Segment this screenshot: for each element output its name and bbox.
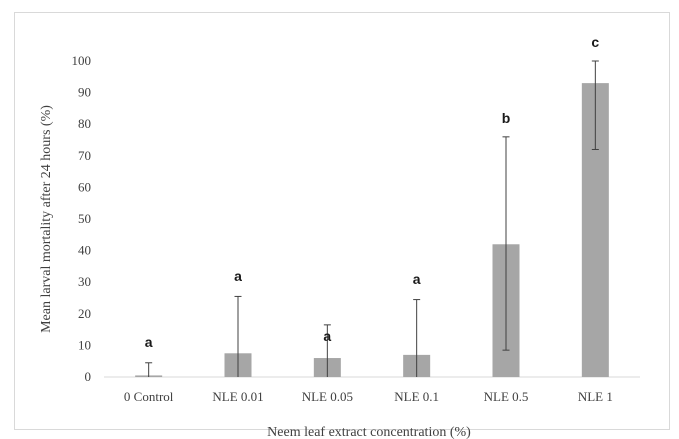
x-tick-label: NLE 0.1 xyxy=(394,389,439,404)
x-tick-label: NLE 0.05 xyxy=(302,389,353,404)
significance-label: a xyxy=(234,268,242,284)
y-tick-label: 50 xyxy=(78,211,91,226)
y-tick-labels: 0 10 20 30 40 50 60 70 80 90 100 xyxy=(72,53,92,384)
y-tick-label: 100 xyxy=(72,53,92,68)
y-tick-label: 30 xyxy=(78,274,91,289)
x-tick-labels: 0 Control NLE 0.01 NLE 0.05 NLE 0.1 NLE 0.5 N… xyxy=(124,389,613,404)
y-tick-label: 90 xyxy=(78,85,91,100)
y-tick-label: 60 xyxy=(78,179,91,194)
bars xyxy=(135,83,609,378)
y-tick-label: 20 xyxy=(78,306,91,321)
error-bar xyxy=(591,60,599,150)
x-tick-label: NLE 0.5 xyxy=(484,389,529,404)
chart-frame xyxy=(14,12,670,430)
error-bar xyxy=(145,362,153,377)
y-tick-label: 0 xyxy=(85,369,92,384)
significance-labels: a a a a b c xyxy=(145,34,600,350)
significance-label: c xyxy=(591,34,599,50)
y-tick-label: 40 xyxy=(78,243,91,258)
x-tick-label: NLE 0.01 xyxy=(212,389,263,404)
error-bar xyxy=(502,136,510,351)
significance-label: a xyxy=(413,271,421,287)
error-bar xyxy=(323,324,331,377)
x-tick-label: 0 Control xyxy=(124,389,174,404)
y-tick-label: 10 xyxy=(78,337,91,352)
significance-label: a xyxy=(323,328,331,344)
y-tick-label: 70 xyxy=(78,148,91,163)
error-bar xyxy=(234,295,242,377)
x-tick-label: NLE 1 xyxy=(578,389,613,404)
significance-label: b xyxy=(502,110,511,126)
y-axis-title: Mean larval mortality after 24 hours (%) xyxy=(39,105,54,333)
x-axis-title: Neem leaf extract concentration (%) xyxy=(267,425,471,439)
significance-label: a xyxy=(145,334,153,350)
error-bars xyxy=(145,60,599,377)
error-bar xyxy=(413,299,421,377)
y-tick-label: 80 xyxy=(78,116,91,131)
